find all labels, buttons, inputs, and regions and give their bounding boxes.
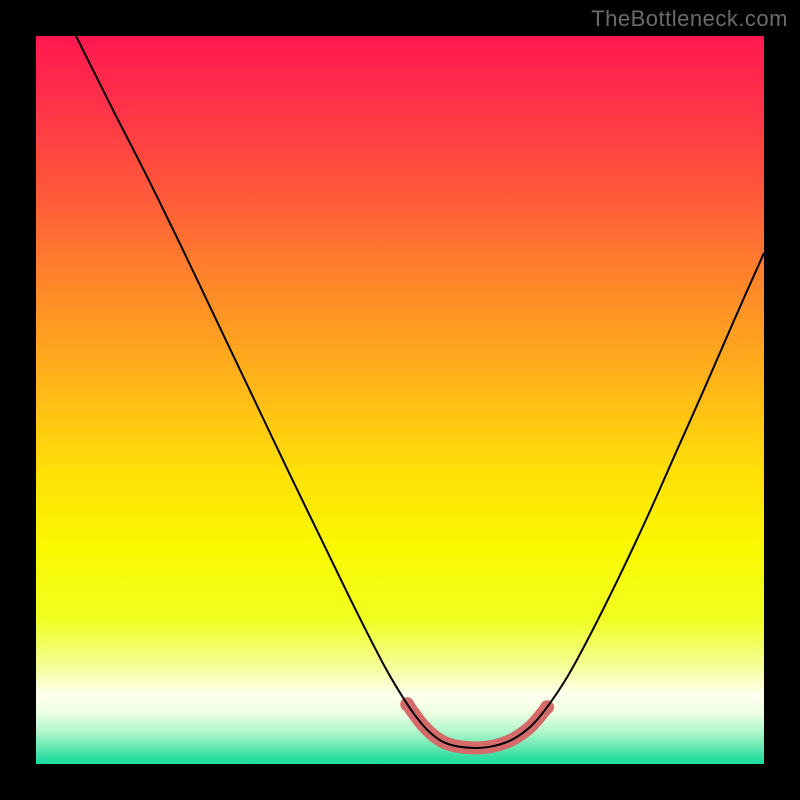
watermark-text: TheBottleneck.com xyxy=(591,6,788,32)
chart-svg xyxy=(36,36,764,764)
chart-plot-area xyxy=(36,36,764,764)
chart-background xyxy=(36,36,764,764)
